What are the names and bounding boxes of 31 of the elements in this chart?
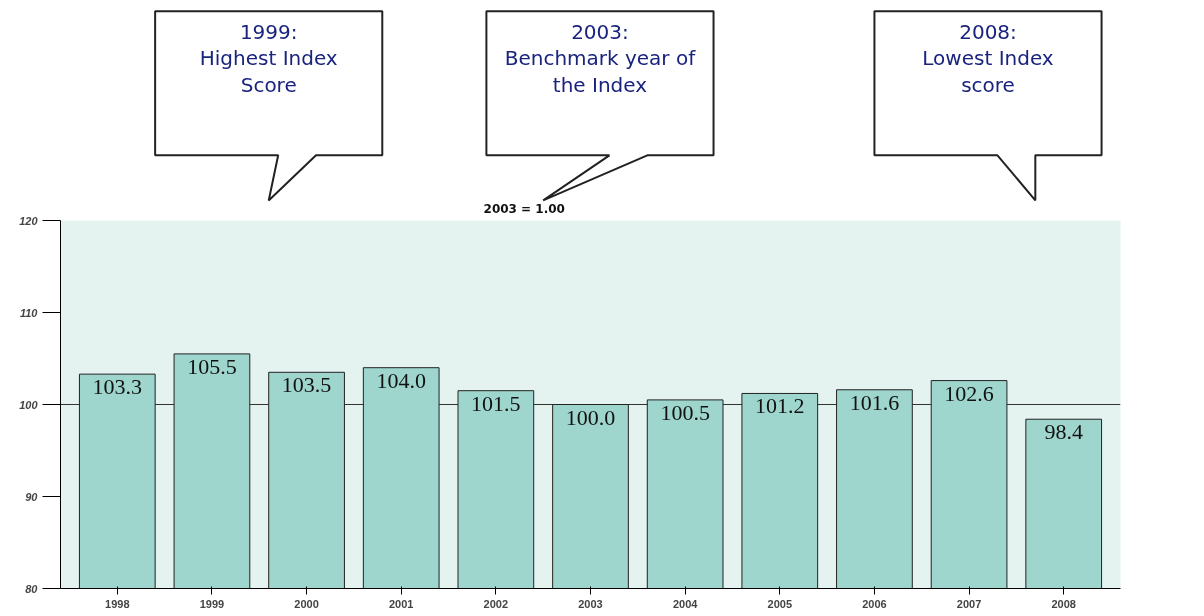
x-tick-label: 2002 [483, 597, 509, 610]
text: 2008: Lowest Index score [922, 19, 1054, 97]
data-label: 101.5 [471, 390, 521, 416]
data-label: 98.4 [1044, 419, 1083, 445]
x-tick-label: 2008 [1051, 597, 1076, 610]
data-label: 104.0 [376, 367, 426, 393]
y-tick-label: 110 [19, 306, 39, 319]
text: 2003: Benchmark year of the Index [504, 19, 697, 97]
data-label: 100.5 [660, 399, 710, 425]
x-tick-label: 2003 [578, 597, 603, 610]
x-tick-label: 2004 [672, 597, 699, 610]
x-tick-label: 2006 [862, 597, 887, 610]
x-tick-label: 1999 [199, 597, 225, 610]
y-tick-label: 100 [19, 398, 39, 411]
data-label: 103.3 [92, 374, 143, 400]
y-tick-label: 90 [25, 490, 39, 503]
data-label: 101.6 [849, 389, 900, 415]
x-tick-label: 2007 [956, 597, 982, 610]
data-label: 102.6 [944, 380, 994, 406]
x-tick-label: 1998 [105, 597, 130, 610]
x-tick-label: 2001 [388, 597, 414, 610]
data-label: 105.5 [187, 353, 237, 379]
y-tick-label: 120 [19, 214, 39, 227]
x-tick-label: 2005 [767, 597, 793, 610]
x-tick-label: 2000 [294, 597, 319, 610]
y-tick-label: 80 [25, 582, 39, 595]
data-label: 103.5 [281, 372, 332, 398]
text: 2003 = 1.00 [483, 201, 565, 216]
data-label: 100.0 [565, 404, 616, 430]
data-label: 101.2 [755, 393, 805, 419]
text: 1999: Highest Index Score [199, 19, 338, 97]
